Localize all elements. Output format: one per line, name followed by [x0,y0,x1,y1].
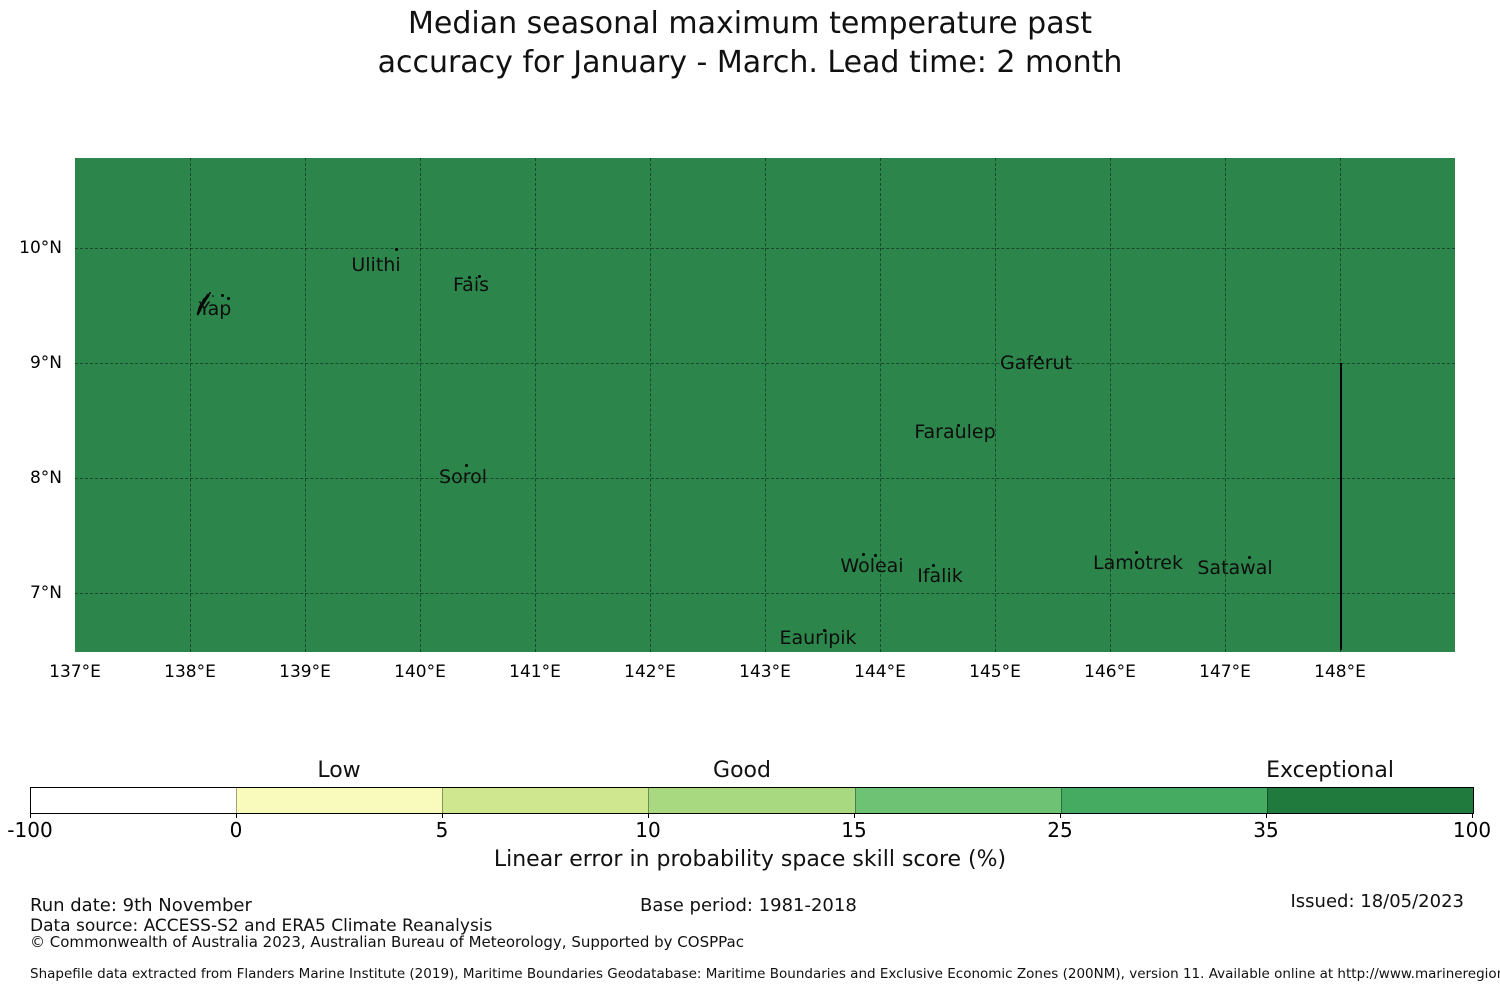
colorbar-category-low: Low [317,758,361,783]
island-dot-woleai [862,553,865,556]
x-axis-tick-label: 140°E [394,662,446,682]
y-axis-tick-label: 10°N [19,238,62,258]
island-label-ulithi: Ulithi [351,254,401,276]
x-axis-tick-label: 143°E [739,662,791,682]
eez-boundary-line [1340,363,1342,650]
yap-island-shape [196,292,214,316]
island-dot-sorol [465,464,468,467]
island-label-woleai: Woleai [840,555,904,577]
x-axis-tick-label: 146°E [1084,662,1136,682]
y-axis-tick-label: 9°N [29,353,62,373]
colorbar-tick-mark [1472,813,1473,818]
colorbar-tick-label: 5 [435,818,449,842]
base-period-text: Base period: 1981-2018 [640,895,857,916]
colorbar-segment-1 [236,788,443,813]
island-label-sorol: Sorol [439,466,487,488]
x-axis-tick-label: 144°E [854,662,906,682]
island-dot-fais [478,275,481,278]
chart-title-line2: accuracy for January - March. Lead time:… [377,45,1123,80]
colorbar-segment-6 [1266,788,1473,813]
island-label-yap: Yap [198,298,232,320]
colorbar-tick-label: 10 [635,818,661,842]
island-dot-woleai [874,554,877,557]
map-gridline-vertical [305,158,306,652]
colorbar-tick-label: 35 [1253,818,1279,842]
map-gridline-vertical [420,158,421,652]
data-source-text: Data source: ACCESS-S2 and ERA5 Climate … [30,916,493,936]
map-gridline-vertical [995,158,996,652]
map-gridline-vertical [190,158,191,652]
island-label-gaferut: Gaferut [999,352,1073,374]
colorbar-tick-mark [1060,813,1061,818]
map-gridline-vertical [1110,158,1111,652]
x-axis-tick-label: 142°E [624,662,676,682]
x-axis-tick-label: 139°E [279,662,331,682]
colorbar-tick-label: 25 [1047,818,1073,842]
colorbar-tick-label: 100 [1452,818,1492,842]
colorbar-category-good: Good [713,758,771,783]
shapefile-note-text: Shapefile data extracted from Flanders M… [30,966,1500,982]
island-dot-yap [227,297,230,300]
map-gridline-vertical [650,158,651,652]
colorbar-segment-2 [442,788,649,813]
island-dot-fais [468,276,471,279]
island-dot-faraulep [957,424,960,427]
colorbar-segment-3 [648,788,855,813]
island-dot-gaferut [1038,356,1041,359]
island-label-faraulep: Faraulep [914,421,996,443]
colorbar-tick-mark [854,813,855,818]
x-axis-tick-label: 138°E [164,662,216,682]
map-gridline-vertical [880,158,881,652]
x-axis-tick-label: 141°E [509,662,561,682]
run-date-text: Run date: 9th November [30,895,252,916]
map-gridline-horizontal [75,593,1455,594]
island-dot-eauripik [823,629,826,632]
colorbar-tick-label: -100 [7,818,53,842]
colorbar-category-exceptional: Exceptional [1266,758,1394,783]
colorbar-tick-mark [442,813,443,818]
map: Yap Ulithi Fais Sorol Gaferut Faraulep Woleai I… [75,158,1455,652]
map-gridline-horizontal [75,478,1455,479]
colorbar-tick-mark [648,813,649,818]
x-axis-tick-label: 137°E [49,662,101,682]
colorbar-segment-0 [31,788,237,813]
issued-date-text: Issued: 18/05/2023 [1290,891,1464,912]
map-gridline-vertical [765,158,766,652]
colorbar-segment-4 [854,788,1061,813]
x-axis-tick-label: 148°E [1314,662,1366,682]
chart-title-line1: Median seasonal maximum temperature past [408,6,1092,41]
colorbar-tick-mark [30,813,31,818]
colorbar-tick-mark [1266,813,1267,818]
chart-title: Median seasonal maximum temperature past… [0,4,1500,82]
island-dot-ifalik [932,564,935,567]
island-label-lamotrek: Lamotrek [1093,552,1183,574]
island-label-ifalik: Ifalik [917,565,963,587]
map-gridline-horizontal [75,248,1455,249]
island-label-fais: Fais [452,274,490,296]
island-label-satawal: Satawal [1197,557,1273,579]
colorbar-tick-label: 0 [229,818,243,842]
colorbar-tick-label: 15 [841,818,867,842]
colorbar [30,787,1474,814]
map-gridline-horizontal [75,363,1455,364]
y-axis-tick-label: 8°N [29,468,62,488]
colorbar-tick-mark [236,813,237,818]
copyright-text: © Commonwealth of Australia 2023, Austra… [30,933,744,951]
island-dot-satawal [1248,556,1251,559]
colorbar-axis-label: Linear error in probability space skill … [493,847,1007,872]
island-dot-yap [221,294,224,297]
x-axis-tick-label: 147°E [1199,662,1251,682]
x-axis-tick-label: 145°E [969,662,1021,682]
map-gridline-vertical [535,158,536,652]
island-dot-ulithi [395,248,398,251]
map-gridline-vertical [1225,158,1226,652]
y-axis-tick-label: 7°N [29,583,62,603]
colorbar-segment-5 [1060,788,1267,813]
island-label-eauripik: Eauripik [779,627,857,649]
island-dot-lamotrek [1135,551,1138,554]
